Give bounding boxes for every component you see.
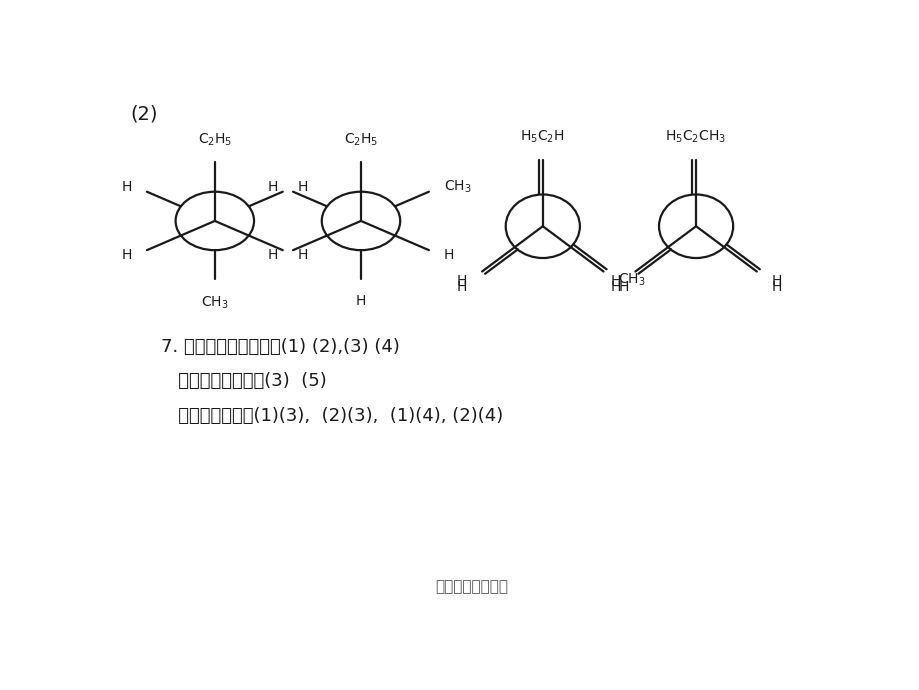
- Text: H$_5$C$_2$H: H$_5$C$_2$H: [520, 128, 564, 145]
- Text: H: H: [356, 294, 366, 308]
- Text: H: H: [443, 248, 453, 262]
- Text: H: H: [609, 274, 619, 288]
- Text: H: H: [297, 248, 308, 262]
- Text: H: H: [121, 180, 132, 194]
- Text: CH$_3$: CH$_3$: [618, 271, 645, 288]
- Text: H$_5$C$_2$CH$_3$: H$_5$C$_2$CH$_3$: [664, 128, 726, 145]
- Text: H: H: [121, 248, 132, 262]
- Text: H: H: [609, 280, 619, 294]
- Text: H: H: [771, 274, 781, 288]
- Text: (2): (2): [130, 104, 158, 123]
- Text: H: H: [267, 248, 278, 262]
- Text: C$_2$H$_5$: C$_2$H$_5$: [198, 131, 232, 148]
- Text: CH$_3$: CH$_3$: [200, 294, 229, 310]
- Text: 大学有机化学答案: 大学有机化学答案: [435, 579, 507, 594]
- Text: H: H: [618, 280, 628, 294]
- Text: 属于同系物的是(1)(3),  (2)(3),  (1)(4), (2)(4): 属于同系物的是(1)(3), (2)(3), (1)(4), (2)(4): [161, 407, 503, 425]
- Text: 属于同种物质的是(3)  (5): 属于同种物质的是(3) (5): [161, 373, 327, 391]
- Text: H: H: [457, 280, 467, 294]
- Text: CH$_3$: CH$_3$: [443, 179, 471, 195]
- Text: 7. 属于同分异构体的是(1) (2),(3) (4): 7. 属于同分异构体的是(1) (2),(3) (4): [161, 338, 400, 356]
- Text: H: H: [771, 280, 781, 294]
- Text: H: H: [267, 180, 278, 194]
- Text: C$_2$H$_5$: C$_2$H$_5$: [344, 131, 378, 148]
- Text: H: H: [297, 180, 308, 194]
- Text: H: H: [457, 274, 467, 288]
